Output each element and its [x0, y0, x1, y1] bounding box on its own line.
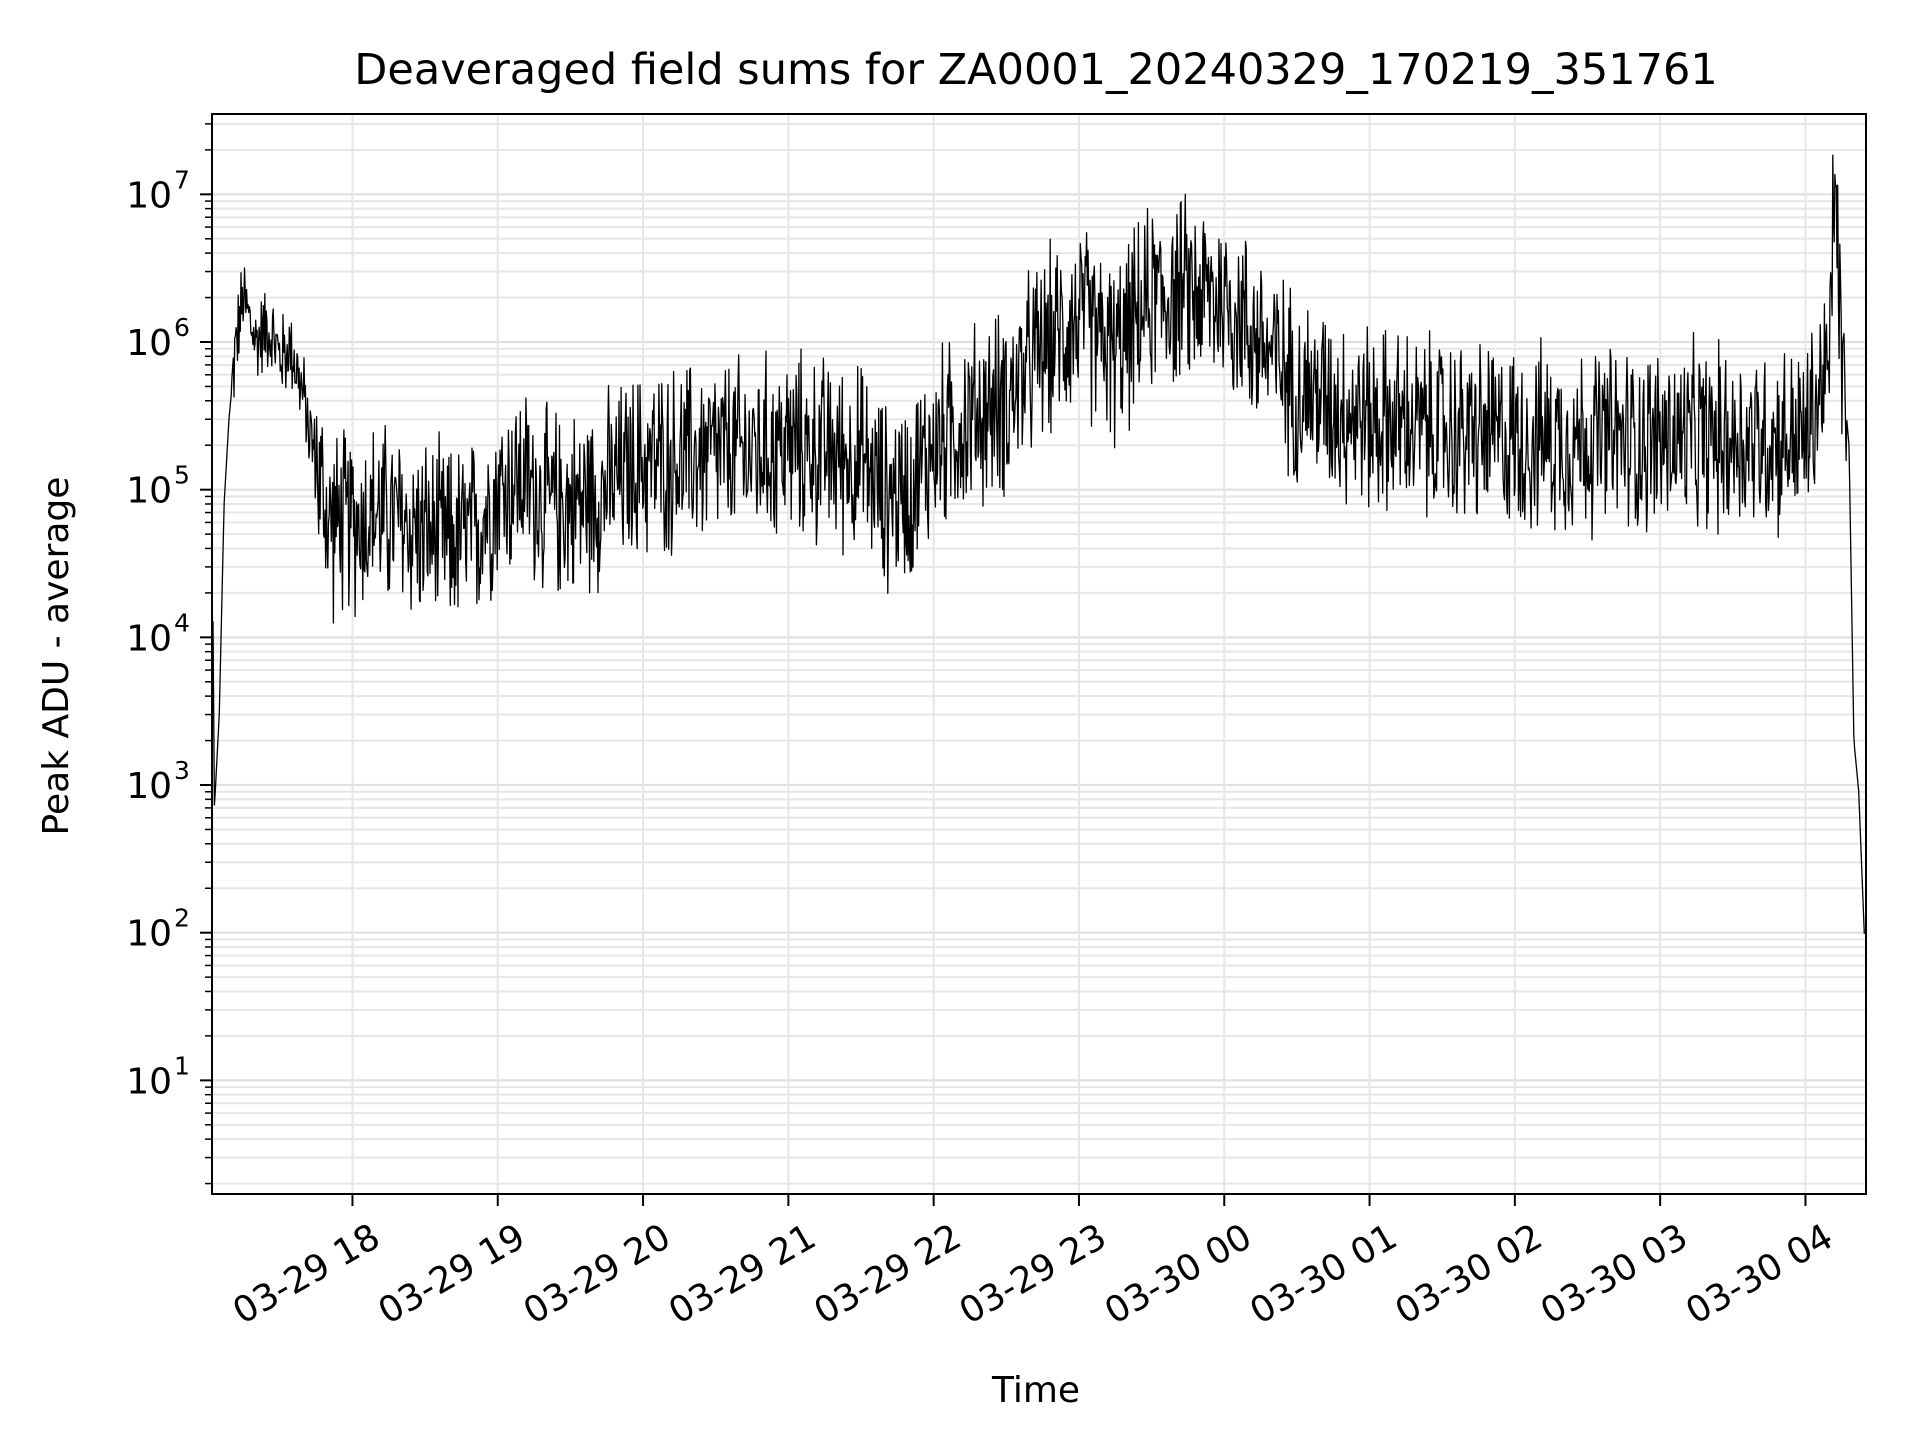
y-tick-label-exponent: 3 [174, 756, 190, 785]
y-tick-label: 10 [126, 323, 172, 364]
y-tick-label: 10 [126, 175, 172, 216]
y-tick-label-exponent: 7 [174, 165, 190, 194]
y-tick-label: 10 [126, 766, 172, 807]
y-tick-label-exponent: 2 [174, 904, 190, 933]
series-line [212, 154, 1865, 934]
y-tick-label: 10 [126, 618, 172, 659]
x-axis-label: Time [991, 1370, 1080, 1411]
y-tick-label: 10 [126, 914, 172, 955]
plot-area-frame [211, 113, 1867, 1195]
y-tick-label-exponent: 5 [174, 461, 190, 490]
minor-grid [212, 122, 1866, 1185]
y-tick-label-exponent: 6 [174, 313, 190, 342]
major-grid [212, 114, 1866, 1194]
chart-title: Deaveraged field sums for ZA0001_2024032… [354, 45, 1717, 95]
y-tick-label-exponent: 1 [174, 1051, 190, 1080]
y-tick-label-exponent: 4 [174, 608, 190, 637]
y-axis-label: Peak ADU - average [36, 477, 77, 836]
series-layer [212, 154, 1865, 934]
y-tick-label: 10 [126, 1061, 172, 1102]
y-tick-label: 10 [126, 471, 172, 512]
